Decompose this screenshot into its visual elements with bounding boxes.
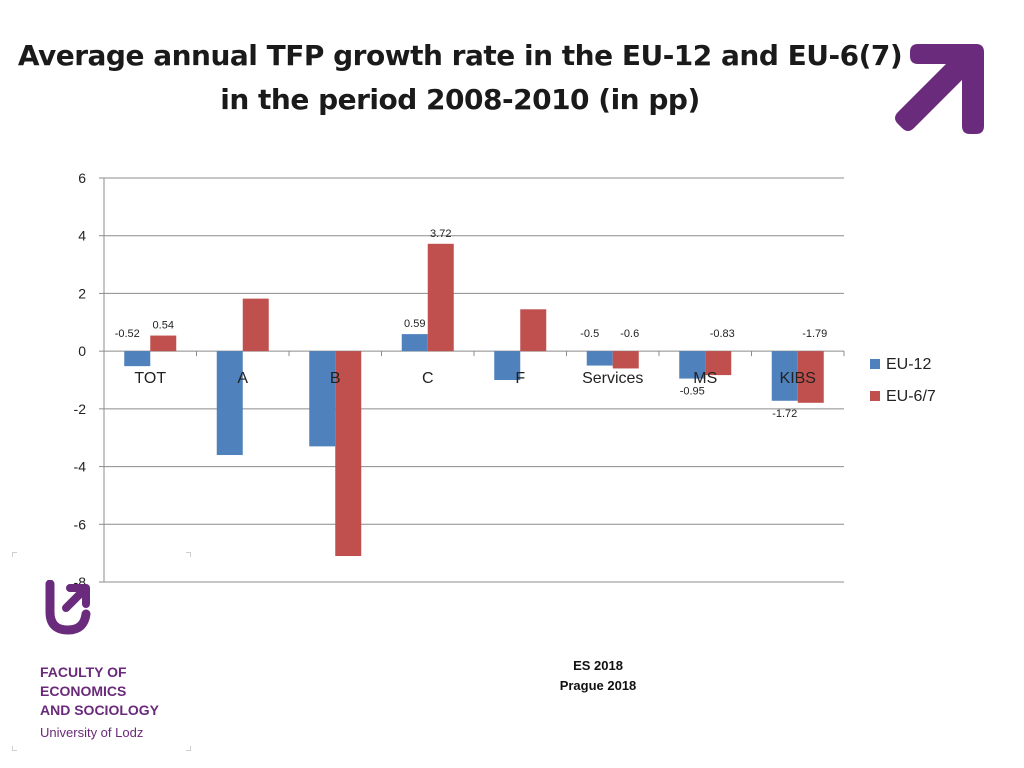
faculty-brand: FACULTY OF ECONOMICS AND SOCIOLOGY Unive…	[30, 579, 230, 740]
y-tick-label: 4	[78, 228, 86, 244]
data-label: 3.72	[430, 228, 451, 240]
legend-swatch	[870, 359, 880, 369]
y-tick-label: 6	[78, 170, 86, 186]
category-label: Services	[582, 370, 643, 387]
category-label: B	[330, 370, 341, 387]
slide-title-line-2: in the period 2008-2010 (in pp)	[220, 83, 700, 116]
bar-eu-6-7	[150, 335, 177, 352]
footer-place: Prague 2018	[559, 678, 637, 693]
data-label: -0.6	[620, 328, 639, 340]
bar-eu-12	[124, 351, 151, 367]
data-label: 0.59	[404, 318, 425, 330]
data-label: -1.79	[802, 328, 827, 340]
data-label: 0.54	[153, 320, 174, 332]
category-label: F	[515, 370, 525, 387]
legend-label: EU-6/7	[886, 388, 936, 405]
university-name: University of Lodz	[40, 725, 144, 740]
legend-swatch	[870, 391, 880, 401]
y-tick-label: 0	[78, 343, 86, 359]
faculty-name-line: AND SOCIOLOGY	[40, 702, 160, 718]
slide-title: Average annual TFP growth rate in the EU…	[0, 34, 920, 122]
bar-eu-6-7	[705, 351, 732, 376]
bar-eu-12	[309, 351, 336, 447]
faculty-name: FACULTY OF ECONOMICS AND SOCIOLOGY	[40, 663, 230, 720]
bar-eu-12	[401, 334, 428, 352]
bar-eu-12	[216, 351, 243, 456]
bar-eu-6-7	[335, 351, 362, 557]
corner-mark	[12, 746, 17, 751]
slide-footer: ES 2018 Prague 2018	[540, 656, 656, 696]
data-label: -0.95	[680, 386, 705, 398]
y-tick-label: -6	[74, 516, 87, 532]
faculty-name-line: FACULTY OF	[40, 664, 127, 680]
slide-title-line-1: Average annual TFP growth rate in the EU…	[17, 39, 903, 72]
y-tick-label: -2	[74, 401, 87, 417]
category-label: TOT	[134, 370, 166, 387]
data-label: -1.72	[772, 408, 797, 420]
corner-mark	[186, 746, 191, 751]
data-label: -0.5	[580, 328, 599, 340]
brand-arrow-icon	[895, 44, 984, 134]
corner-mark	[12, 552, 17, 557]
y-tick-label: 2	[78, 285, 86, 301]
bar-eu-6-7	[797, 351, 824, 403]
corner-mark	[186, 552, 191, 557]
data-label: -0.52	[115, 328, 140, 340]
legend-label: EU-12	[886, 356, 931, 373]
bar-eu-6-7	[520, 309, 547, 352]
category-label: KIBS	[780, 370, 816, 387]
bar-eu-12	[771, 351, 798, 401]
bar-eu-12	[679, 351, 706, 379]
bar-eu-12	[494, 351, 521, 380]
category-label: MS	[693, 370, 717, 387]
y-tick-label: -4	[74, 459, 87, 475]
faculty-logo-icon	[45, 579, 91, 635]
data-label: -0.83	[710, 328, 735, 340]
category-label: A	[237, 370, 248, 387]
category-label: C	[422, 370, 434, 387]
bar-eu-12	[586, 351, 613, 366]
bar-eu-6-7	[612, 351, 639, 369]
bar-eu-6-7	[427, 243, 454, 352]
footer-event: ES 2018	[573, 658, 623, 673]
faculty-name-line: ECONOMICS	[40, 683, 127, 699]
bar-eu-6-7	[242, 298, 269, 352]
